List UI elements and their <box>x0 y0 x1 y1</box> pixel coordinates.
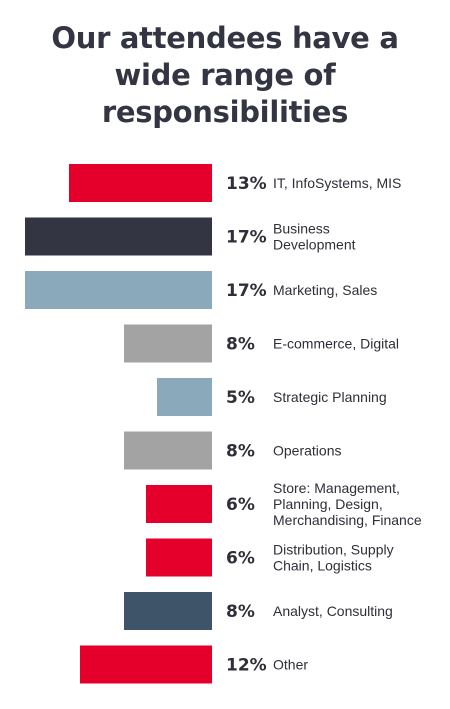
bar-2 <box>25 217 212 256</box>
value-label-2: 17% <box>226 228 267 248</box>
bar-9 <box>124 592 212 630</box>
bar-5 <box>157 378 212 416</box>
chart-title-line-3: responsibilities <box>101 95 349 129</box>
category-label-1-line-1: IT, InfoSystems, MIS <box>273 175 401 191</box>
category-label-10-line-1: Other <box>273 657 308 673</box>
value-label-9: 8% <box>226 602 255 622</box>
value-label-7: 6% <box>226 495 255 515</box>
value-label-8: 6% <box>226 549 255 569</box>
bar-4 <box>124 324 212 363</box>
category-label-7-line-1: Store: Management, <box>273 480 400 496</box>
chart-title-line-2: wide range of <box>114 58 336 92</box>
category-label-6-line-1: Operations <box>273 443 341 459</box>
bar-10 <box>80 645 212 684</box>
category-label-5-line-1: Strategic Planning <box>273 389 387 405</box>
bar-8 <box>146 538 212 577</box>
value-label-4: 8% <box>226 335 255 355</box>
value-label-5: 5% <box>226 388 255 408</box>
category-label-4-line-1: E-commerce, Digital <box>273 336 399 352</box>
category-label-7-line-2: Planning, Design, <box>273 496 383 512</box>
category-label-8-line-2: Chain, Logistics <box>273 558 372 574</box>
chart-title: Our attendees have a wide range of respo… <box>0 20 450 131</box>
bar-1 <box>69 164 212 202</box>
value-label-10: 12% <box>226 656 267 676</box>
value-label-6: 8% <box>226 442 255 462</box>
bar-7 <box>146 485 212 523</box>
category-label-8-line-1: Distribution, Supply <box>273 542 394 558</box>
category-label-9-line-1: Analyst, Consulting <box>273 603 393 619</box>
category-label-2-line-2: Development <box>273 237 356 253</box>
chart-title-line-1: Our attendees have a <box>51 21 399 55</box>
value-label-1: 13% <box>226 174 267 194</box>
bar-3 <box>25 271 212 309</box>
category-label-3-line-1: Marketing, Sales <box>273 282 377 298</box>
category-label-2-line-1: Business <box>273 221 330 237</box>
bar-6 <box>124 431 212 470</box>
value-label-3: 17% <box>226 281 267 301</box>
category-label-7-line-3: Merchandising, Finance <box>273 512 422 528</box>
